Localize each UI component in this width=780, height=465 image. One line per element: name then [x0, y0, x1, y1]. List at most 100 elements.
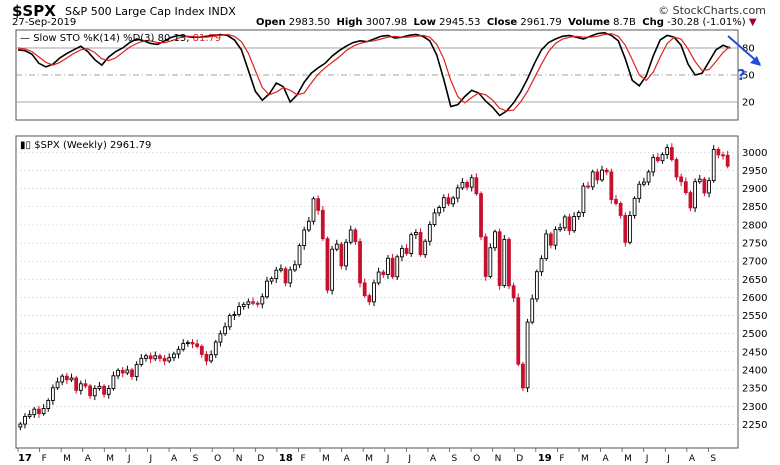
- volume-label: Volume: [568, 17, 610, 28]
- candle-up: [265, 280, 269, 298]
- candle-down: [609, 171, 614, 200]
- stochastic-tick-label: 50: [742, 71, 755, 82]
- candle-up: [558, 227, 563, 231]
- candle-up: [441, 197, 446, 208]
- stochastic-lines: [17, 31, 731, 117]
- candle-up: [116, 369, 120, 377]
- candle-down: [325, 238, 330, 291]
- price-panel-frame: [15, 135, 739, 449]
- chg-value: -30.28 (-1.01%): [667, 17, 746, 28]
- x-month-label: O: [214, 454, 221, 464]
- x-month-label: S: [710, 454, 716, 464]
- candle-up: [693, 181, 697, 209]
- candle-down: [37, 408, 41, 414]
- x-axis-month-labels: 17 F M A M J J A S O N D 18 F M A M J J A S O N D 19 F M A M J J A S: [17, 448, 716, 464]
- candle-down: [618, 203, 623, 216]
- candle-up: [279, 268, 283, 271]
- open-value: 2983.50: [288, 17, 331, 28]
- candle-up: [665, 147, 670, 155]
- candle-down: [604, 169, 609, 173]
- price-tick-label: 2450: [742, 347, 767, 358]
- price-title: $SPX (Weekly) 2961.79: [34, 140, 151, 151]
- candle-down: [521, 363, 525, 389]
- candle-up: [92, 388, 97, 397]
- x-month-label: M: [365, 454, 373, 464]
- candle-up: [600, 169, 604, 181]
- candle-down: [674, 159, 679, 178]
- candle-up: [125, 369, 130, 374]
- x-month-label: J: [666, 454, 670, 464]
- volume-value: 8.7B: [613, 17, 636, 28]
- candle-up: [502, 238, 507, 286]
- x-year-label: 17: [18, 453, 32, 464]
- candle-down: [251, 301, 255, 304]
- candle-down: [199, 345, 204, 355]
- candle-down: [204, 353, 209, 362]
- x-month-label: A: [603, 454, 610, 464]
- candle-up: [632, 197, 637, 216]
- x-month-label: J: [645, 454, 649, 464]
- candle-down: [716, 148, 721, 156]
- candle-up: [172, 353, 176, 359]
- close-value: 2961.79: [520, 17, 562, 28]
- price-tick-label: 2550: [742, 311, 767, 322]
- candle-up: [176, 348, 181, 355]
- candle-up: [581, 185, 586, 213]
- price-tick-label: 2800: [742, 220, 767, 231]
- price-tick-label: 2350: [742, 384, 767, 395]
- candle-up: [288, 269, 293, 284]
- candle-down: [353, 229, 358, 243]
- candle-up: [432, 212, 437, 225]
- candle-up: [223, 326, 227, 335]
- candle-down: [474, 177, 479, 195]
- candle-up: [144, 355, 148, 359]
- candle-up: [27, 414, 32, 417]
- x-month-label: S: [452, 454, 458, 464]
- down-arrow-icon: ▼: [748, 17, 757, 28]
- candle-up: [311, 198, 316, 222]
- candle-up: [241, 303, 246, 307]
- price-tick-label: 2600: [742, 293, 767, 304]
- candle-up: [525, 321, 530, 389]
- candle-down: [316, 198, 321, 211]
- candle-up: [60, 375, 65, 383]
- candle-up: [32, 408, 37, 416]
- candle-up: [460, 181, 465, 189]
- price-tick-label: 3000: [742, 148, 767, 159]
- candle-up: [646, 171, 651, 183]
- candle-down: [595, 171, 600, 181]
- high-value: 3007.98: [365, 17, 408, 28]
- candle-down: [390, 257, 395, 278]
- candle-down: [669, 147, 674, 161]
- x-month-label: A: [689, 454, 696, 464]
- x-month-label: J: [148, 454, 152, 464]
- candle-down: [190, 341, 195, 345]
- candle-up: [437, 207, 442, 214]
- candle-up: [269, 278, 274, 282]
- stochastic-y-ticks: 20 50 80: [742, 44, 755, 109]
- candle-down: [404, 248, 409, 254]
- high-label: High: [336, 17, 363, 28]
- brand-label[interactable]: © StockCharts.com: [658, 4, 766, 17]
- stochastic-gridlines: [16, 47, 738, 103]
- x-month-label: N: [495, 454, 502, 464]
- candle-up: [413, 232, 418, 236]
- x-month-label: F: [42, 454, 47, 464]
- candle-down: [130, 369, 134, 377]
- price-gridlines: [16, 152, 738, 425]
- candle-up: [260, 296, 265, 305]
- candle-down: [381, 271, 386, 276]
- candle-down: [721, 154, 725, 157]
- candle-up: [697, 178, 702, 183]
- candle-up: [209, 354, 214, 362]
- candle-down: [162, 357, 167, 362]
- candle-down: [418, 232, 423, 256]
- candle-up: [469, 177, 474, 188]
- price-tick-label: 2750: [742, 239, 767, 250]
- x-month-label: D: [257, 454, 264, 464]
- candle-up: [106, 388, 111, 395]
- candle-down: [516, 297, 521, 365]
- candle-down: [548, 233, 553, 246]
- candle-up: [227, 315, 232, 328]
- candle-up: [553, 229, 558, 246]
